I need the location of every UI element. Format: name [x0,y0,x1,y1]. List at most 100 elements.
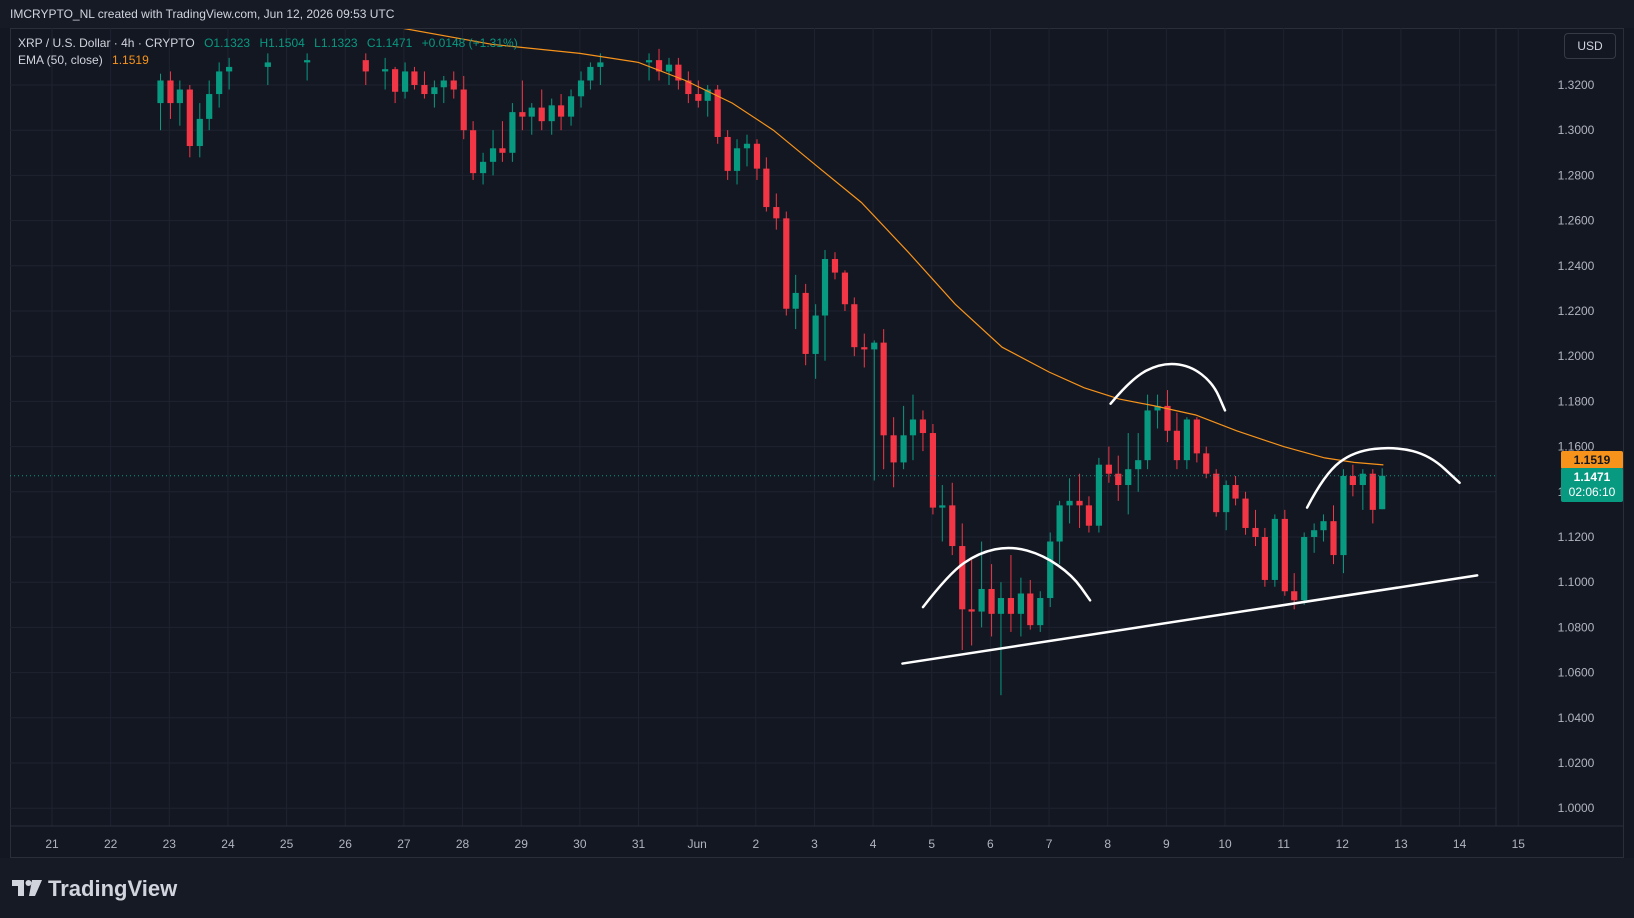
ohlc-low: L1.1323 [314,36,358,50]
candle-body [577,80,585,97]
ohlc-close: C1.1471 [366,36,413,50]
time-tick-label: 4 [870,837,877,851]
time-tick-label: 22 [104,837,118,851]
time-tick-label: 29 [515,837,529,851]
tradingview-logo[interactable]: TradingView [12,876,177,902]
candle-body [1183,419,1190,461]
candle-body [597,62,604,67]
candle-body [440,80,447,88]
currency-button[interactable]: USD [1564,33,1616,59]
candle-body [1095,464,1103,526]
last-price-value: 1.1471 [1573,470,1611,484]
candle-body [675,64,682,81]
grid-lines [10,28,1519,826]
candle-body [1066,500,1073,506]
candle-body [724,136,731,171]
candle-body [392,69,399,92]
brand-name: TradingView [48,876,178,901]
candle-body [704,89,711,101]
candle-body [871,342,878,350]
ohlc-high: H1.1504 [259,36,305,50]
candle-body [1223,485,1230,513]
candle-body [450,80,457,90]
candle-body [939,505,946,508]
candle-body [753,143,761,169]
symbol-title[interactable]: XRP / U.S. Dollar · 4h · CRYPTO [18,36,195,50]
candle-body [1359,473,1366,486]
price-tick-label: 1.3000 [1558,123,1595,137]
candle-body [1291,591,1298,601]
candle-body [548,105,555,122]
time-tick-label: 30 [573,837,587,851]
top-bar: IMCRYPTO_NL created with TradingView.com… [0,0,1634,28]
candle-body [1379,475,1386,510]
candle-body [900,435,907,463]
price-tick-label: 1.2800 [1558,168,1595,182]
candle-body [1242,498,1249,528]
candle-body [1261,537,1268,580]
candle-body [812,315,819,354]
candle-body [1193,419,1200,454]
candle-body [1213,473,1220,513]
price-tick-label: 1.1600 [1558,440,1595,454]
candle-body [489,148,497,162]
tradingview-logo-icon [12,876,42,902]
candle-body [264,62,271,67]
candle-body [567,96,575,117]
time-tick-label: 11 [1277,837,1290,851]
candle-body [431,87,438,95]
candle-body [1017,593,1024,614]
left-shoulder-arc[interactable] [921,546,1092,609]
head-arc[interactable] [1109,362,1227,412]
time-tick-label: 5 [928,837,935,851]
time-tick-label: 24 [221,837,235,851]
candle-body [362,60,369,72]
time-tick-label: 21 [45,837,59,851]
bar-countdown: 02:06:10 [1568,485,1616,499]
candle-body [959,546,966,610]
candle-body [1164,405,1171,431]
time-tick-label: 9 [1163,837,1170,851]
drawing-annotations[interactable] [901,362,1479,665]
price-tick-label: 1.0800 [1558,620,1595,634]
price-axis[interactable]: 1.3200 1.3000 1.2800 1.2600 1.2400 1.2200 1.20… [1495,28,1595,826]
price-tick-label: 1.0400 [1558,711,1595,725]
candle-body [743,143,751,149]
candle-body [655,60,663,72]
candle-body [176,89,183,104]
candle-body [460,89,467,131]
candle-body [304,60,311,63]
candle-body [186,89,193,147]
support-trendline[interactable] [901,574,1479,665]
candle-body [997,598,1005,614]
time-tick-label: 27 [397,837,411,851]
candle-body [1047,541,1054,599]
candle-body [167,80,174,104]
time-tick-label: 23 [163,837,177,851]
candle-body [880,342,887,436]
last-price-tag: 1.1471 02:06:10 [1561,468,1623,502]
candle-body [988,588,995,614]
candle-body [1076,500,1083,506]
candle-body [695,94,702,101]
ema-label[interactable]: EMA (50, close) [18,53,103,67]
candle-body [783,218,790,309]
price-tick-label: 1.2000 [1558,349,1595,363]
candle-body [1173,430,1181,461]
candle-body [949,505,956,547]
candle-body [1056,505,1063,542]
right-shoulder-arc[interactable] [1305,446,1461,509]
time-axis[interactable]: 21 22 23 24 25 26 27 28 29 30 31 Jun 2 3 4 5 6 7 8 9 10 11 12 1… [10,825,1624,851]
candle-body [1037,598,1044,626]
candle-body [509,112,516,153]
candle-body [1203,453,1210,474]
candle-body [538,107,545,122]
candle-body [1349,475,1356,486]
price-tick-label: 1.1800 [1558,394,1595,408]
time-tick-label: 3 [811,837,818,851]
candle-body [1144,410,1151,461]
candle-body [1340,475,1347,556]
candle-body [1330,521,1337,556]
candle-body [557,105,565,117]
